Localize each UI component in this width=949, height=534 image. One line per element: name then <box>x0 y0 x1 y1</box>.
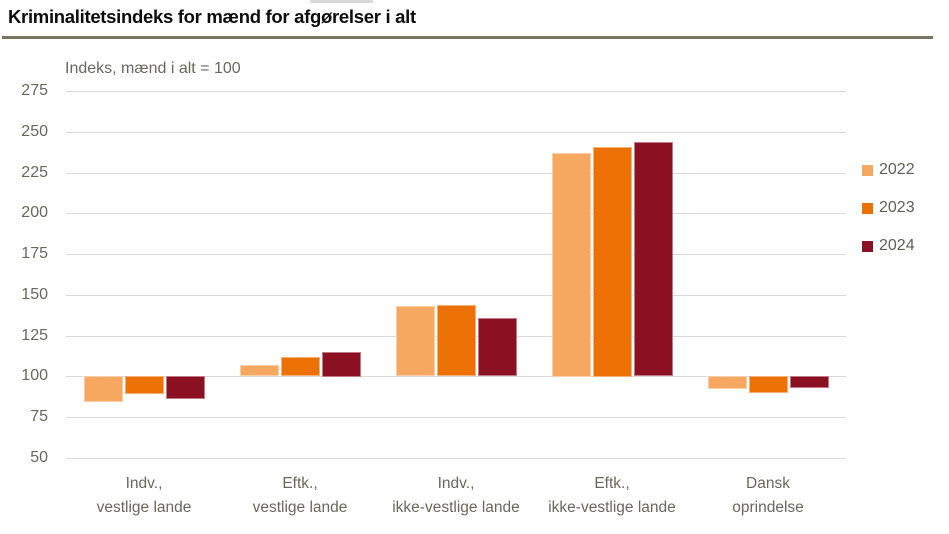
x-category-label-3: Indv., ikke-vestlige lande <box>376 472 536 520</box>
legend-label: 2023 <box>879 199 915 216</box>
x-category-label-1: Indv., vestlige lande <box>64 472 224 520</box>
legend-swatch-icon <box>862 240 873 252</box>
legend-label: 2022 <box>879 161 915 178</box>
bar-2023-group3 <box>436 304 476 377</box>
top-edge-artifact <box>310 0 373 3</box>
y-tick-label-75: 75 <box>30 408 48 426</box>
bar-2023-group2 <box>280 356 320 377</box>
gridline-100 <box>66 376 846 378</box>
y-tick-label-175: 175 <box>21 245 48 263</box>
x-category-label-4: Eftk., ikke-vestlige lande <box>532 472 692 520</box>
y-tick-label-225: 225 <box>21 163 48 181</box>
chart-title: Kriminalitetsindeks for mænd for afgørel… <box>8 6 416 27</box>
bar-2022-group1 <box>83 376 123 403</box>
x-category-label-line: ikke-vestlige lande <box>548 499 676 516</box>
bar-2024-group5 <box>789 376 829 388</box>
legend-swatch-icon <box>862 202 873 214</box>
y-tick-label-250: 250 <box>21 122 48 140</box>
gridline-200 <box>66 213 846 215</box>
legend-item-2022: 2022 <box>862 162 915 178</box>
y-tick-label-150: 150 <box>21 285 48 303</box>
gridline-275 <box>66 91 846 92</box>
x-category-label-line: Eftk., <box>282 475 318 492</box>
title-divider <box>2 36 933 39</box>
x-category-label-line: Eftk., <box>594 475 630 492</box>
gridline-50 <box>66 458 846 459</box>
gridline-75 <box>66 417 846 419</box>
bar-2024-group2 <box>321 352 361 377</box>
x-category-label-line: Dansk <box>746 475 790 492</box>
bar-2024-group1 <box>165 376 205 400</box>
x-category-label-line: vestlige lande <box>96 499 192 516</box>
gridline-150 <box>66 294 846 296</box>
legend-item-2023: 2023 <box>862 200 915 216</box>
x-category-label-line: oprindelse <box>732 499 804 516</box>
legend-swatch-icon <box>862 164 873 176</box>
x-category-label-line: Indv., <box>125 475 163 492</box>
bar-2023-group4 <box>592 146 632 377</box>
bar-2022-group5 <box>707 376 747 390</box>
bar-2022-group3 <box>395 306 435 377</box>
bar-2024-group4 <box>633 141 673 377</box>
y-tick-label-200: 200 <box>21 204 48 222</box>
bar-2022-group4 <box>551 153 591 377</box>
gridline-225 <box>66 172 846 174</box>
x-category-label-line: vestlige lande <box>252 499 348 516</box>
x-category-label-2: Eftk., vestlige lande <box>220 472 380 520</box>
plot-area <box>66 91 846 459</box>
y-tick-label-50: 50 <box>30 449 48 466</box>
gridline-175 <box>66 254 846 256</box>
x-category-label-5: Dansk oprindelse <box>688 472 848 520</box>
legend-item-2024: 2024 <box>862 238 915 254</box>
x-category-label-line: Indv., <box>437 475 475 492</box>
bar-2022-group2 <box>239 365 279 377</box>
bar-2023-group5 <box>748 376 788 393</box>
y-tick-label-100: 100 <box>21 367 48 385</box>
x-category-label-line: ikke-vestlige lande <box>392 499 520 516</box>
y-tick-label-125: 125 <box>21 326 48 344</box>
legend-label: 2024 <box>879 237 915 254</box>
chart-subtitle: Indeks, mænd i alt = 100 <box>65 60 241 77</box>
bar-2023-group1 <box>124 376 164 395</box>
gridline-250 <box>66 131 846 133</box>
bar-2024-group3 <box>477 317 517 377</box>
y-tick-label-275: 275 <box>21 82 48 99</box>
